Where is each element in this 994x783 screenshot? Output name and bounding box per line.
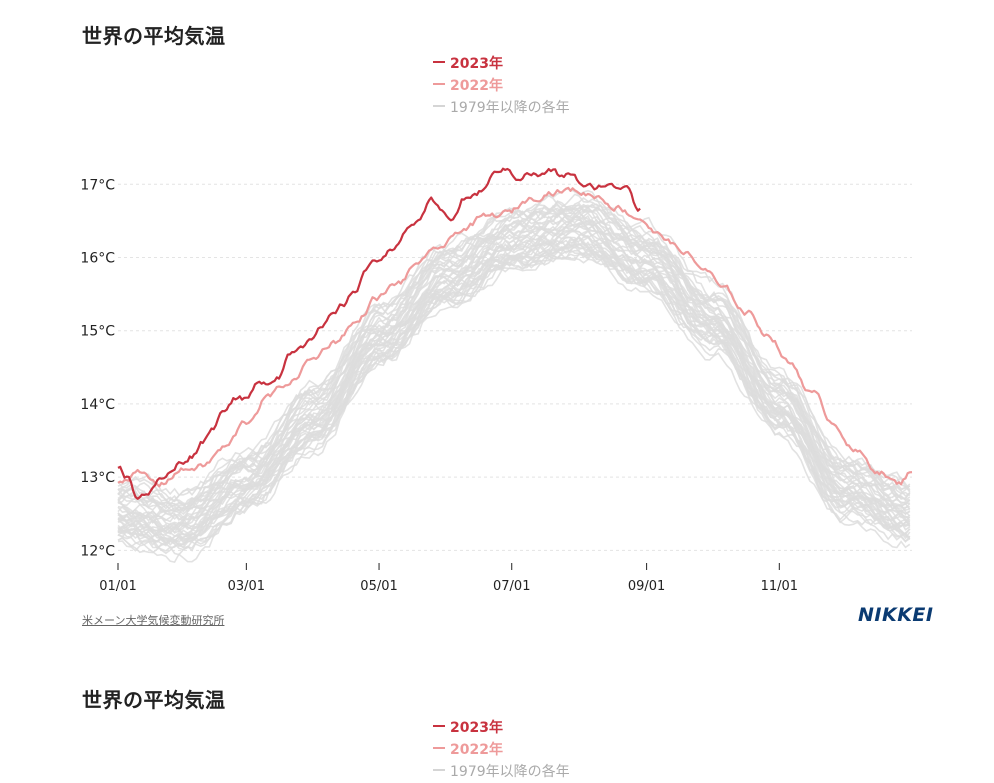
series-line-historical	[117, 196, 911, 506]
y-tick-label: 14°C	[80, 397, 115, 413]
legend-swatch-2022	[433, 747, 445, 749]
legend-label: 1979年以降の各年	[450, 764, 570, 780]
series-line-historical	[117, 229, 911, 532]
x-tick-label: 05/01	[360, 579, 397, 594]
series-line-2023	[117, 167, 641, 500]
x-tick-label: 09/01	[628, 579, 665, 594]
legend-item-historical: 1979年以降の各年	[433, 761, 570, 783]
series-line-historical	[117, 243, 911, 564]
series-line-historical	[117, 203, 911, 509]
chart-title: 世界の平均気温	[82, 688, 226, 712]
nikkei-logo: NIKKEI	[858, 604, 934, 626]
line-chart: 12°C 13°C 14°C 15°C 16°C 17°C 01/01 03/01 05/01 0…	[80, 167, 913, 594]
legend-swatch-2022	[433, 83, 445, 85]
legend-item-historical: 1979年以降の各年	[433, 97, 570, 119]
y-tick-label: 15°C	[80, 324, 115, 340]
legend-item-2023: 2023年	[433, 53, 570, 75]
y-tick-label: 16°C	[80, 251, 115, 267]
legend-swatch-historical	[433, 105, 445, 107]
source-link[interactable]: 米メーン大学気候変動研究所	[82, 614, 225, 627]
legend-label: 2023年	[450, 720, 503, 736]
y-tick-label: 13°C	[80, 470, 115, 486]
series-line-historical	[117, 209, 911, 520]
legend-label: 1979年以降の各年	[450, 100, 570, 116]
series-line-historical	[117, 200, 911, 496]
series-line-historical	[117, 253, 911, 549]
legend-swatch-historical	[433, 769, 445, 771]
series-line-historical	[117, 187, 911, 506]
series-line-historical	[117, 215, 911, 532]
legend-label: 2023年	[450, 56, 503, 72]
legend: 2023年 2022年 1979年以降の各年	[433, 53, 570, 119]
legend-label: 2022年	[450, 742, 503, 758]
series-line-historical	[117, 203, 910, 519]
series-line-historical	[117, 214, 910, 522]
series-line-historical	[117, 211, 910, 525]
legend-label: 2022年	[450, 78, 503, 94]
legend-swatch-2023	[433, 61, 445, 63]
legend-swatch-2023	[433, 725, 445, 727]
chart-title: 世界の平均気温	[82, 24, 226, 48]
x-tick-label: 11/01	[761, 579, 798, 594]
legend-item-2022: 2022年	[433, 739, 570, 761]
chart-block-2: 世界の平均気温 2023年 2022年 1979年以降の各年	[0, 662, 994, 782]
y-tick-label: 12°C	[80, 543, 115, 559]
series-line-historical	[117, 235, 911, 549]
legend-item-2022: 2022年	[433, 75, 570, 97]
x-tick-label: 07/01	[493, 579, 530, 594]
y-tick-label: 17°C	[80, 177, 115, 193]
legend-item-2023: 2023年	[433, 717, 570, 739]
x-tick-label: 01/01	[99, 579, 136, 594]
x-tick-label: 03/01	[228, 579, 265, 594]
series-line-2022	[117, 186, 913, 488]
chart-block-1: 世界の平均気温 2023年 2022年 1979年以降の各年 12°C 13°C 1…	[80, 24, 934, 627]
legend: 2023年 2022年 1979年以降の各年	[433, 717, 570, 783]
